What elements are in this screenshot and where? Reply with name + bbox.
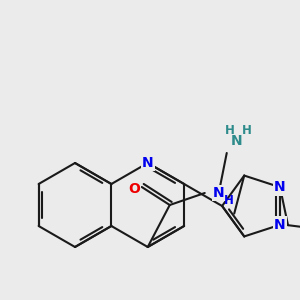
Text: N: N: [274, 180, 286, 194]
Text: N: N: [213, 186, 225, 200]
Text: H: H: [225, 124, 235, 136]
Text: N: N: [231, 134, 243, 148]
Text: O: O: [128, 182, 140, 196]
Text: N: N: [142, 156, 154, 170]
Text: N: N: [274, 218, 286, 232]
Text: H: H: [224, 194, 234, 206]
Text: H: H: [242, 124, 252, 136]
